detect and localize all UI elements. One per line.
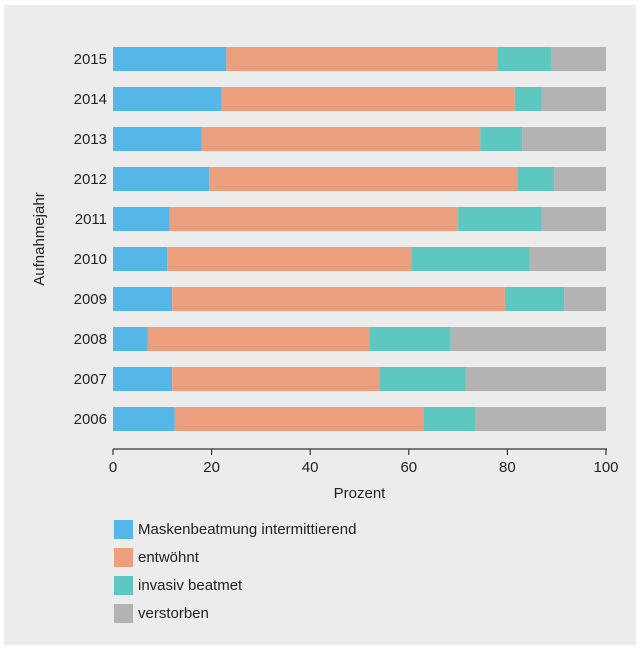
- bar-segment: [517, 167, 555, 191]
- legend-label: verstorben: [138, 604, 209, 622]
- bar-segment: [529, 247, 606, 271]
- legend-item: entwöhnt: [114, 543, 356, 571]
- bar-segment: [551, 47, 606, 71]
- legend: Maskenbeatmung intermittierend entwöhnt …: [114, 515, 356, 627]
- y-tick-label: 2010: [74, 251, 107, 268]
- bar-segment: [147, 327, 370, 351]
- bar-segment: [458, 207, 542, 231]
- y-tick-label: 2011: [75, 211, 107, 228]
- bar-segment: [514, 87, 542, 111]
- legend-label: invasiv beatmet: [138, 576, 243, 594]
- x-axis-title: Prozent: [334, 485, 387, 502]
- bar-segment: [174, 407, 424, 431]
- y-ticks-group: 2015 2014 2013 2012 2011 2010 2009 2008 2007 2006: [74, 51, 107, 428]
- bar-segment: [465, 367, 606, 391]
- stacked-bar-chart: 0 20 40 60 80 100 2015 2014 2013 2012 2011 2010 200…: [31, 47, 619, 502]
- bar-segment: [369, 327, 451, 351]
- bar-segment: [113, 127, 202, 151]
- bar-segment: [497, 47, 552, 71]
- y-tick-label: 2014: [74, 91, 107, 108]
- bar-segment: [113, 367, 173, 391]
- bar-segment: [522, 127, 606, 151]
- y-tick-label: 2006: [74, 411, 107, 428]
- bars-group: [113, 47, 606, 431]
- x-tick-label: 100: [593, 459, 618, 476]
- bar-segment: [554, 167, 606, 191]
- bar-segment: [475, 407, 606, 431]
- bar-segment: [423, 407, 476, 431]
- bar-segment: [113, 287, 173, 311]
- y-tick-label: 2009: [74, 291, 107, 308]
- chart-panel: 0 20 40 60 80 100 2015 2014 2013 2012 2011 2010 200…: [4, 5, 636, 645]
- bar-segment: [209, 167, 518, 191]
- bar-segment: [541, 207, 606, 231]
- legend-label: entwöhnt: [138, 548, 199, 566]
- legend-label: Maskenbeatmung intermittierend: [138, 520, 357, 538]
- y-tick-label: 2012: [74, 171, 107, 188]
- bar-segment: [113, 167, 210, 191]
- bar-segment: [450, 327, 606, 351]
- y-tick-label: 2013: [74, 131, 107, 148]
- x-tick-label: 80: [499, 459, 516, 476]
- y-tick-label: 2015: [74, 51, 107, 68]
- legend-item: Maskenbeatmung intermittierend: [114, 515, 356, 543]
- y-axis-title: Aufnahmejahr: [31, 192, 48, 285]
- y-tick-label: 2008: [74, 331, 107, 348]
- bar-segment: [221, 87, 515, 111]
- bar-segment: [113, 207, 170, 231]
- legend-item: invasiv beatmet: [114, 571, 356, 599]
- legend-swatch: [114, 519, 133, 539]
- bar-segment: [226, 47, 498, 71]
- bar-segment: [201, 127, 481, 151]
- legend-swatch: [114, 575, 133, 595]
- x-tick-label: 60: [400, 459, 417, 476]
- x-tick-label: 20: [203, 459, 220, 476]
- bar-segment: [480, 127, 523, 151]
- legend-item: verstorben: [114, 599, 356, 627]
- bar-segment: [169, 207, 459, 231]
- x-tick-label: 40: [302, 459, 319, 476]
- bar-segment: [113, 407, 175, 431]
- x-tick-label: 0: [109, 459, 117, 476]
- bar-segment: [541, 87, 606, 111]
- bar-segment: [172, 367, 380, 391]
- bar-segment: [113, 47, 227, 71]
- legend-swatch: [114, 547, 133, 567]
- bar-segment: [167, 247, 412, 271]
- x-ticks-group: 0 20 40 60 80 100: [109, 449, 619, 476]
- bar-segment: [113, 247, 168, 271]
- bar-segment: [113, 87, 222, 111]
- bar-segment: [379, 367, 466, 391]
- bar-segment: [411, 247, 530, 271]
- bar-segment: [172, 287, 505, 311]
- bar-segment: [113, 327, 148, 351]
- bar-segment: [564, 287, 606, 311]
- bar-segment: [504, 287, 565, 311]
- legend-swatch: [114, 603, 133, 623]
- y-tick-label: 2007: [74, 371, 107, 388]
